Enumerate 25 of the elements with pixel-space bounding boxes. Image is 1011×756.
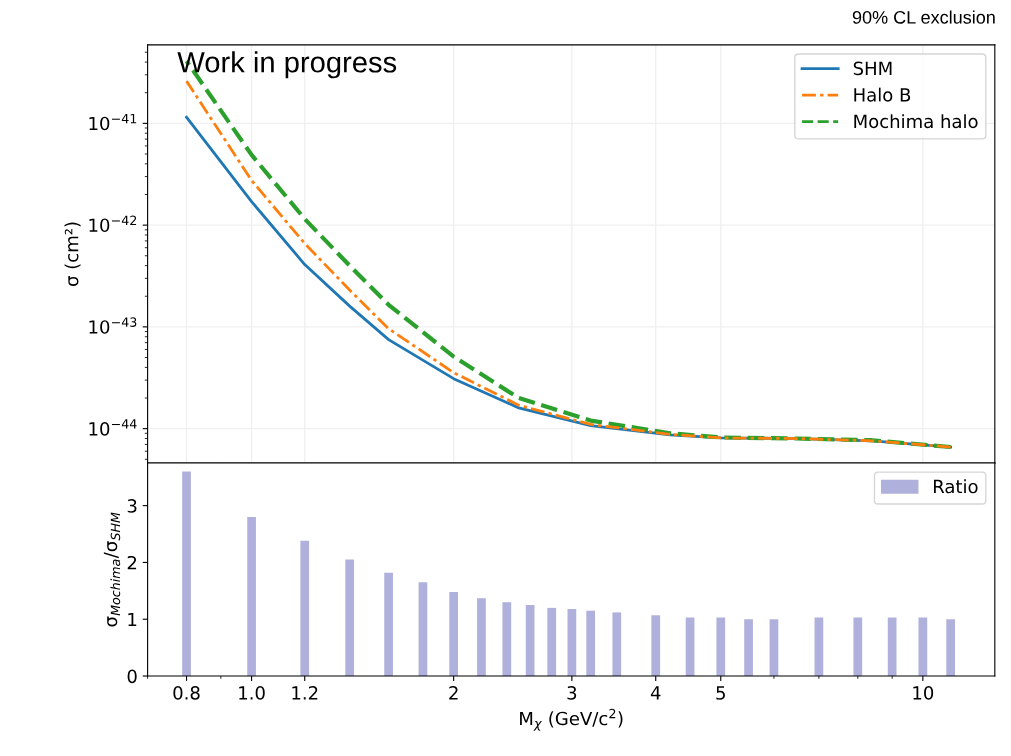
text: 90% CL exclusion [852, 10, 995, 24]
y-tick-label: 10$^{−43}$ [89, 317, 137, 334]
y-tick-label: 3 [127, 499, 137, 513]
x-tick-label: 0.8 [173, 686, 200, 700]
y-tick-label: 10$^{−42}$ [89, 215, 137, 233]
x-tick-label: 3 [567, 686, 577, 700]
x-tick-label: 1.0 [239, 686, 265, 700]
y-tick-label: 2 [127, 555, 137, 570]
y-axis-title: σ$_{Mochima}$/σ$_{SHM}$ [103, 512, 121, 627]
legend-label: Ratio [934, 479, 978, 494]
legend-label: SHM [853, 61, 892, 76]
legend-label: Halo B [854, 87, 911, 102]
x-tick-label: 1.2 [292, 686, 318, 700]
annotation: Work in progress [177, 51, 397, 79]
x-axis-title: M$_{χ}$ (GeV/c$^{2}$) [520, 708, 623, 731]
legend-label: Mochima halo [854, 114, 978, 129]
x-tick-label: 2 [449, 686, 458, 700]
x-tick-label: 5 [716, 686, 725, 700]
y-tick-label: 10$^{−41}$ [89, 113, 137, 131]
y-tick-label: 10$^{−44}$ [89, 419, 137, 436]
y-tick-label: 1 [128, 612, 137, 627]
x-tick-label: 4 [650, 686, 661, 700]
y-axis-title: σ (cm²) [64, 222, 81, 286]
y-tick-label: 0 [127, 669, 137, 684]
x-tick-label: 10 [913, 686, 934, 700]
